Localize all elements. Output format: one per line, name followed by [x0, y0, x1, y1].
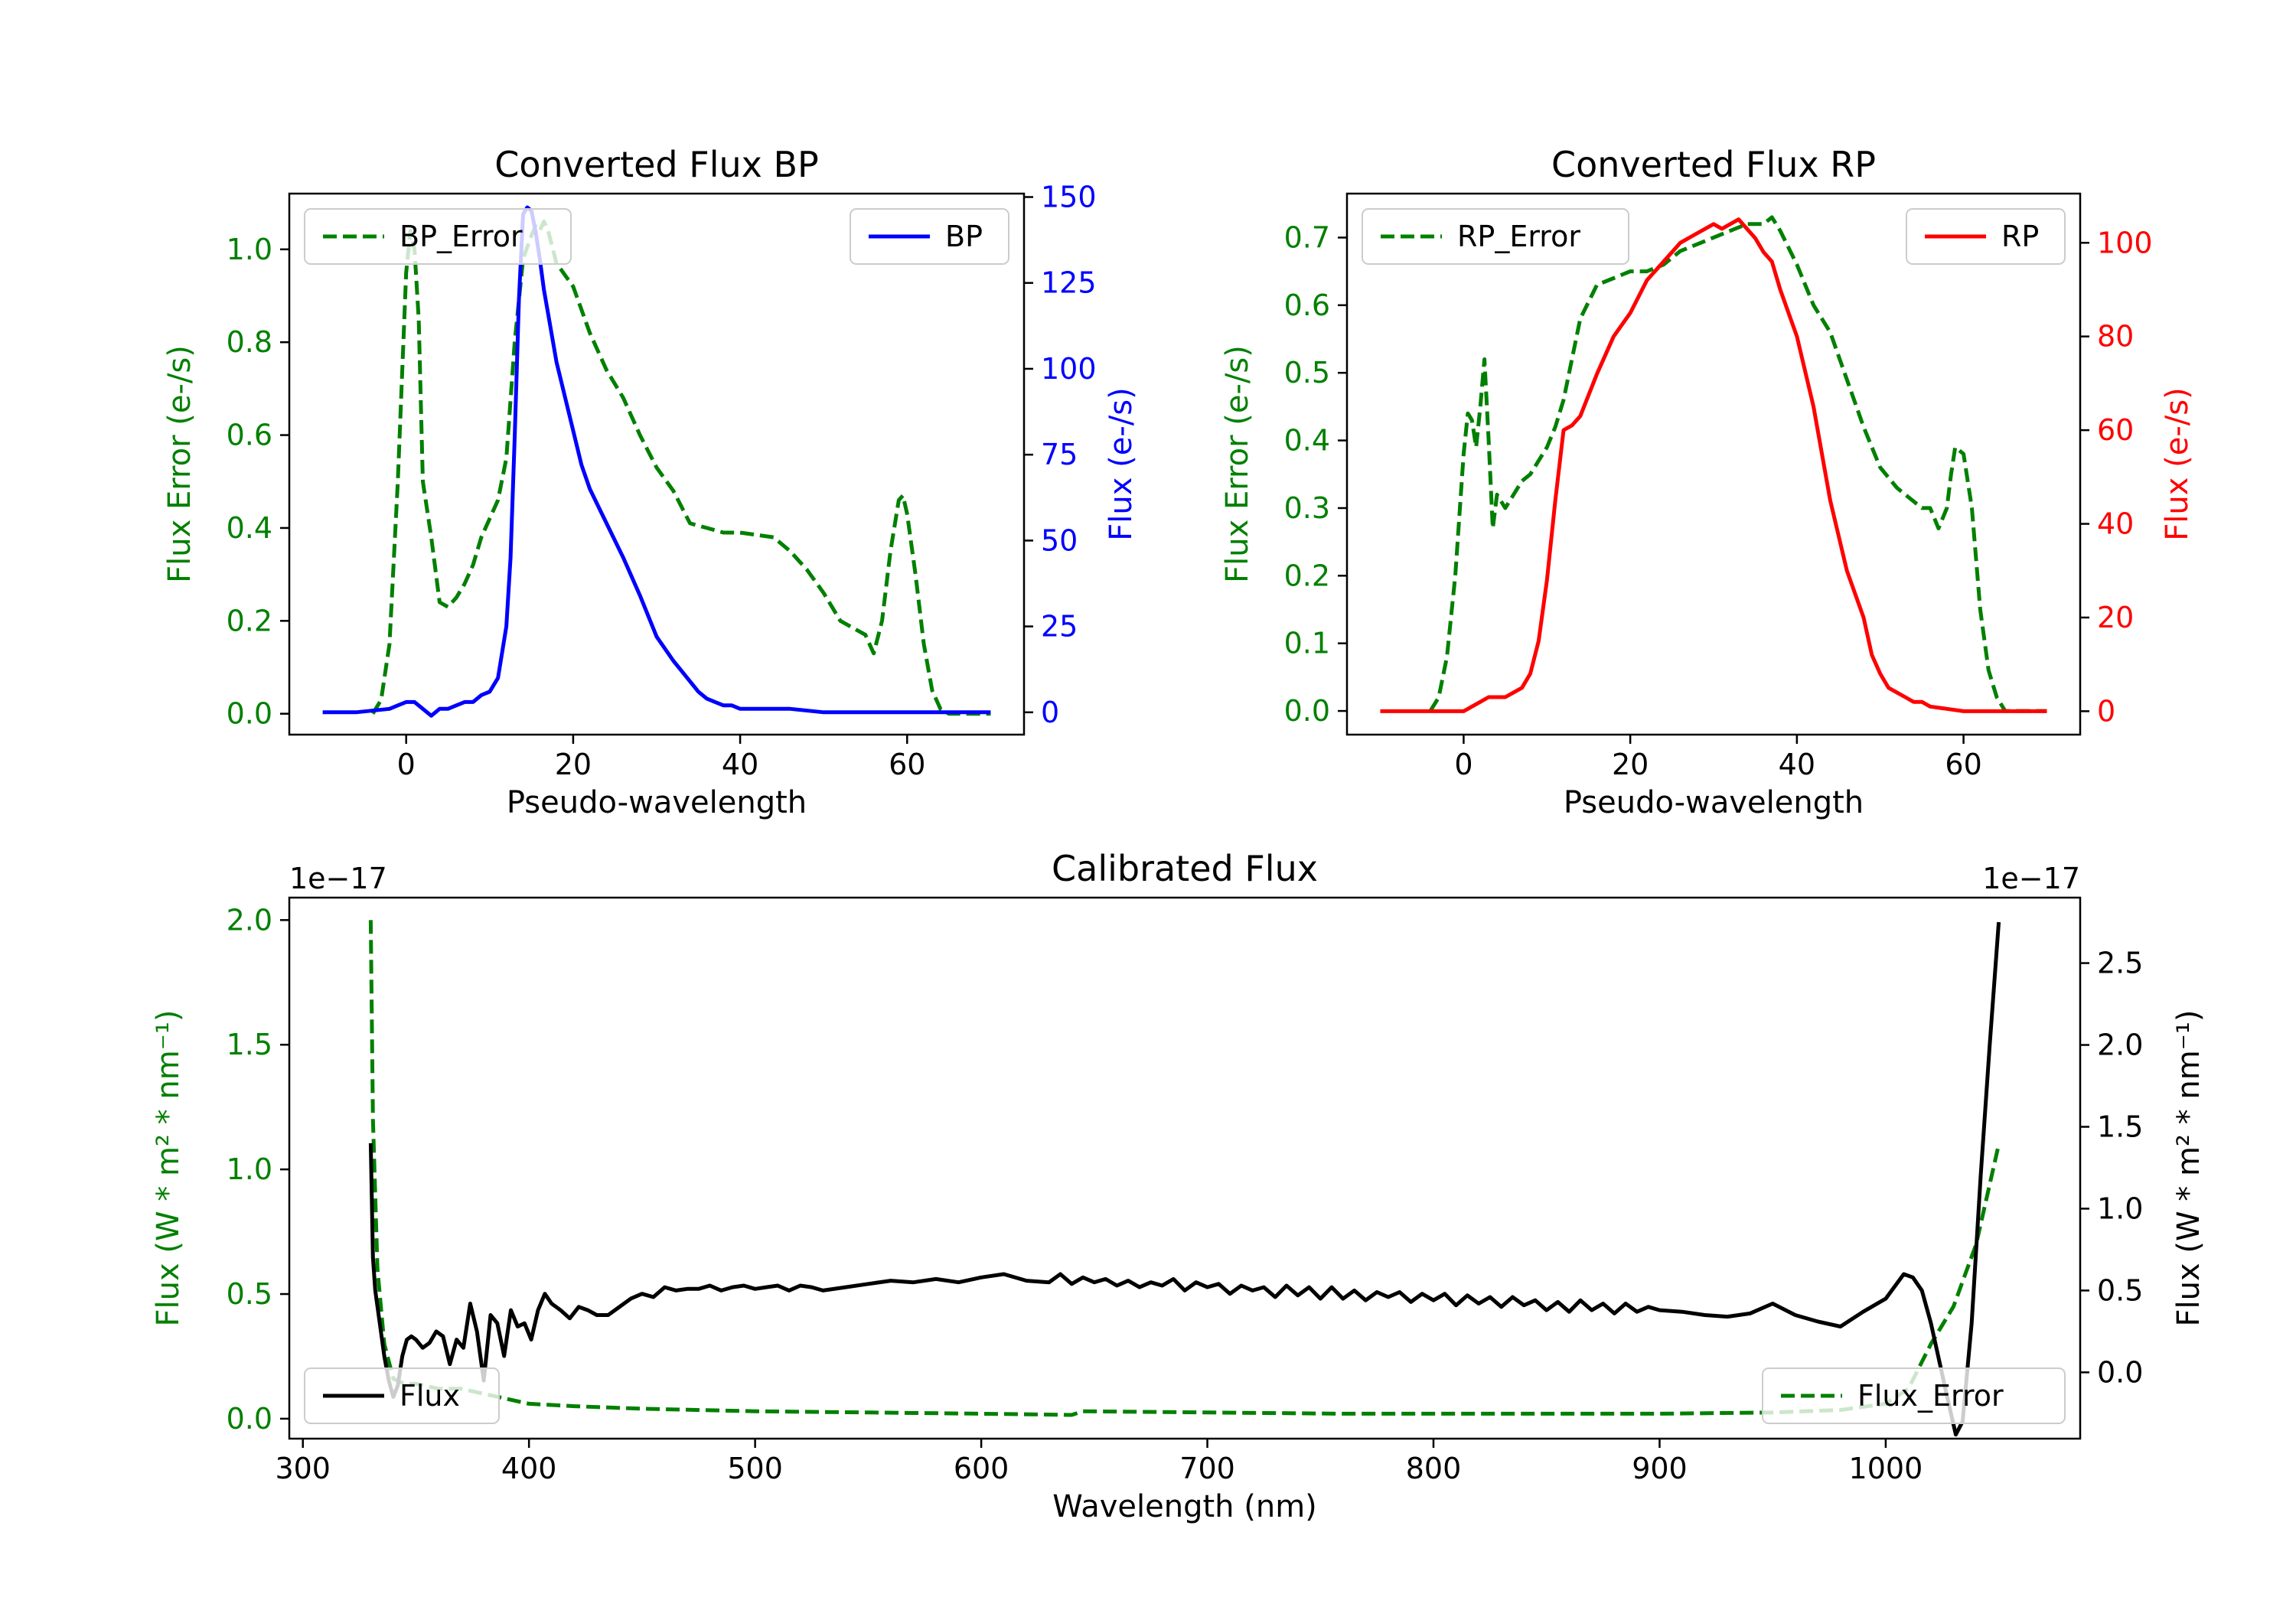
legend-legend-left: RP_Error — [1362, 208, 1629, 265]
x-tick-label: 60 — [889, 748, 925, 781]
y-left-tick-label: 0.0 — [227, 1402, 272, 1436]
y-left-tick-label: 0.6 — [1284, 288, 1330, 322]
x-tick-label: 800 — [1406, 1452, 1462, 1485]
x-tick-label: 900 — [1632, 1452, 1688, 1485]
x-tick-label: 20 — [1612, 748, 1649, 781]
y-right-tick-label: 2.5 — [2097, 947, 2143, 980]
legend-legend-right: BP — [850, 208, 1009, 265]
y-right-tick-label: 0.0 — [2097, 1355, 2143, 1389]
x-axis-label: Wavelength (nm) — [1052, 1489, 1317, 1524]
y-right-axis-label: Flux (e-/s) — [2160, 387, 2195, 540]
y-right-tick-label: 0 — [1041, 696, 1059, 729]
x-tick-label: 60 — [1945, 748, 1981, 781]
y-right-tick-label: 1.5 — [2097, 1110, 2143, 1143]
x-tick-label: 700 — [1179, 1452, 1235, 1485]
x-tick-label: 400 — [501, 1452, 557, 1485]
calibrated-chart: Calibrated Flux 300 400 500 600 700 800 900 1000… — [151, 848, 2206, 1524]
legend-box — [1762, 1367, 2066, 1424]
y-right-tick-label: 2.0 — [2097, 1028, 2143, 1062]
y-right-tick-label: 50 — [1041, 523, 1078, 557]
legend-legend-left: Flux — [304, 1367, 500, 1424]
series-line-flux-error — [368, 920, 2001, 1417]
y-right-tick-label: 150 — [1041, 180, 1097, 214]
y-right-tick-label: 0.5 — [2097, 1273, 2143, 1307]
plot-frame — [1345, 192, 2082, 736]
y-left-axis-label: Flux (W * m² * nm⁻¹) — [151, 1010, 186, 1327]
y-left-tick-label: 2.0 — [227, 903, 272, 937]
y-left-tick-label: 1.5 — [227, 1028, 272, 1061]
y-left-axis-label: Flux Error (e-/s) — [1220, 345, 1255, 583]
offset-right-label: 1e−17 — [1982, 862, 2080, 895]
series-line-rp-error — [1428, 215, 2047, 713]
legend-label: BP_Error — [400, 220, 523, 253]
x-tick-label: 40 — [722, 748, 758, 781]
y-right-tick-label: 80 — [2097, 320, 2134, 354]
series-line-rp — [1380, 217, 2047, 713]
chart-title: Calibrated Flux — [1052, 848, 1318, 889]
plot-frame — [288, 192, 1026, 736]
y-left-tick-label: 0.4 — [227, 511, 272, 545]
series-line-bp-error — [370, 219, 991, 716]
legend-label: RP — [2001, 220, 2039, 253]
y-right-tick-label: 1.0 — [2097, 1191, 2143, 1225]
x-tick-label: 0 — [397, 748, 416, 781]
x-tick-label: 600 — [954, 1452, 1009, 1485]
x-tick-label: 0 — [1454, 748, 1473, 781]
offset-left-label: 1e−17 — [289, 862, 387, 895]
series-line-flux — [368, 921, 2001, 1437]
x-tick-label: 500 — [727, 1452, 783, 1485]
legend-legend-left: BP_Error — [304, 208, 572, 265]
y-right-axis-label: Flux (e-/s) — [1104, 387, 1139, 540]
y-left-tick-label: 0.7 — [1284, 220, 1330, 254]
y-right-tick-label: 100 — [1041, 352, 1097, 386]
rp-chart: Converted Flux RP 0 20 40 60 0.0 0.1 0.2 0.3 0.4 0… — [1220, 144, 2195, 820]
y-left-tick-label: 0.5 — [227, 1277, 272, 1311]
bp-chart: Converted Flux BP 0 20 40 60 0.0 0.2 0.4 0.6 0.8 1… — [162, 144, 1139, 820]
y-left-tick-label: 0.2 — [227, 604, 272, 637]
x-axis-label: Pseudo-wavelength — [507, 785, 807, 820]
y-left-tick-label: 0.0 — [1284, 694, 1330, 728]
x-tick-label: 20 — [555, 748, 592, 781]
legend-box — [304, 1367, 500, 1424]
y-right-tick-label: 40 — [2097, 507, 2134, 541]
x-tick-label: 300 — [275, 1452, 331, 1485]
legend-label: Flux — [400, 1379, 460, 1413]
legend-legend-right: RP — [1906, 208, 2066, 265]
x-tick-label: 40 — [1779, 748, 1815, 781]
legend-label: BP — [945, 220, 983, 253]
y-left-tick-label: 0.2 — [1284, 559, 1330, 592]
y-left-tick-label: 0.8 — [227, 325, 272, 359]
chart-title: Converted Flux RP — [1551, 144, 1876, 185]
legend-label: Flux_Error — [1857, 1379, 2004, 1413]
y-right-tick-label: 20 — [2097, 601, 2134, 634]
y-right-tick-label: 100 — [2097, 226, 2153, 259]
plot-frame — [288, 896, 2082, 1440]
legend-box — [304, 208, 572, 265]
x-tick-label: 1000 — [1849, 1452, 1923, 1485]
y-right-tick-label: 0 — [2097, 694, 2115, 728]
legend-legend-right: Flux_Error — [1762, 1367, 2066, 1424]
x-axis-label: Pseudo-wavelength — [1564, 785, 1864, 820]
y-left-tick-label: 1.0 — [227, 1152, 272, 1186]
y-right-axis-label: Flux (W * m² * nm⁻¹) — [2171, 1010, 2206, 1327]
y-left-axis-label: Flux Error (e-/s) — [162, 345, 197, 583]
chart-title: Converted Flux BP — [494, 144, 819, 185]
y-right-tick-label: 60 — [2097, 413, 2134, 447]
legend-label: RP_Error — [1457, 220, 1580, 253]
y-left-tick-label: 0.5 — [1284, 356, 1330, 390]
y-left-tick-label: 0.1 — [1284, 627, 1330, 660]
y-right-tick-label: 75 — [1041, 438, 1078, 471]
y-right-tick-label: 125 — [1041, 266, 1097, 300]
legend-box — [1362, 208, 1629, 265]
y-left-tick-label: 1.0 — [227, 233, 272, 266]
y-left-tick-label: 0.6 — [227, 419, 272, 452]
y-left-tick-label: 0.3 — [1284, 491, 1330, 525]
y-right-tick-label: 25 — [1041, 610, 1078, 644]
y-left-tick-label: 0.0 — [227, 697, 272, 731]
series-line-bp — [322, 205, 991, 718]
y-left-tick-label: 0.4 — [1284, 424, 1330, 458]
